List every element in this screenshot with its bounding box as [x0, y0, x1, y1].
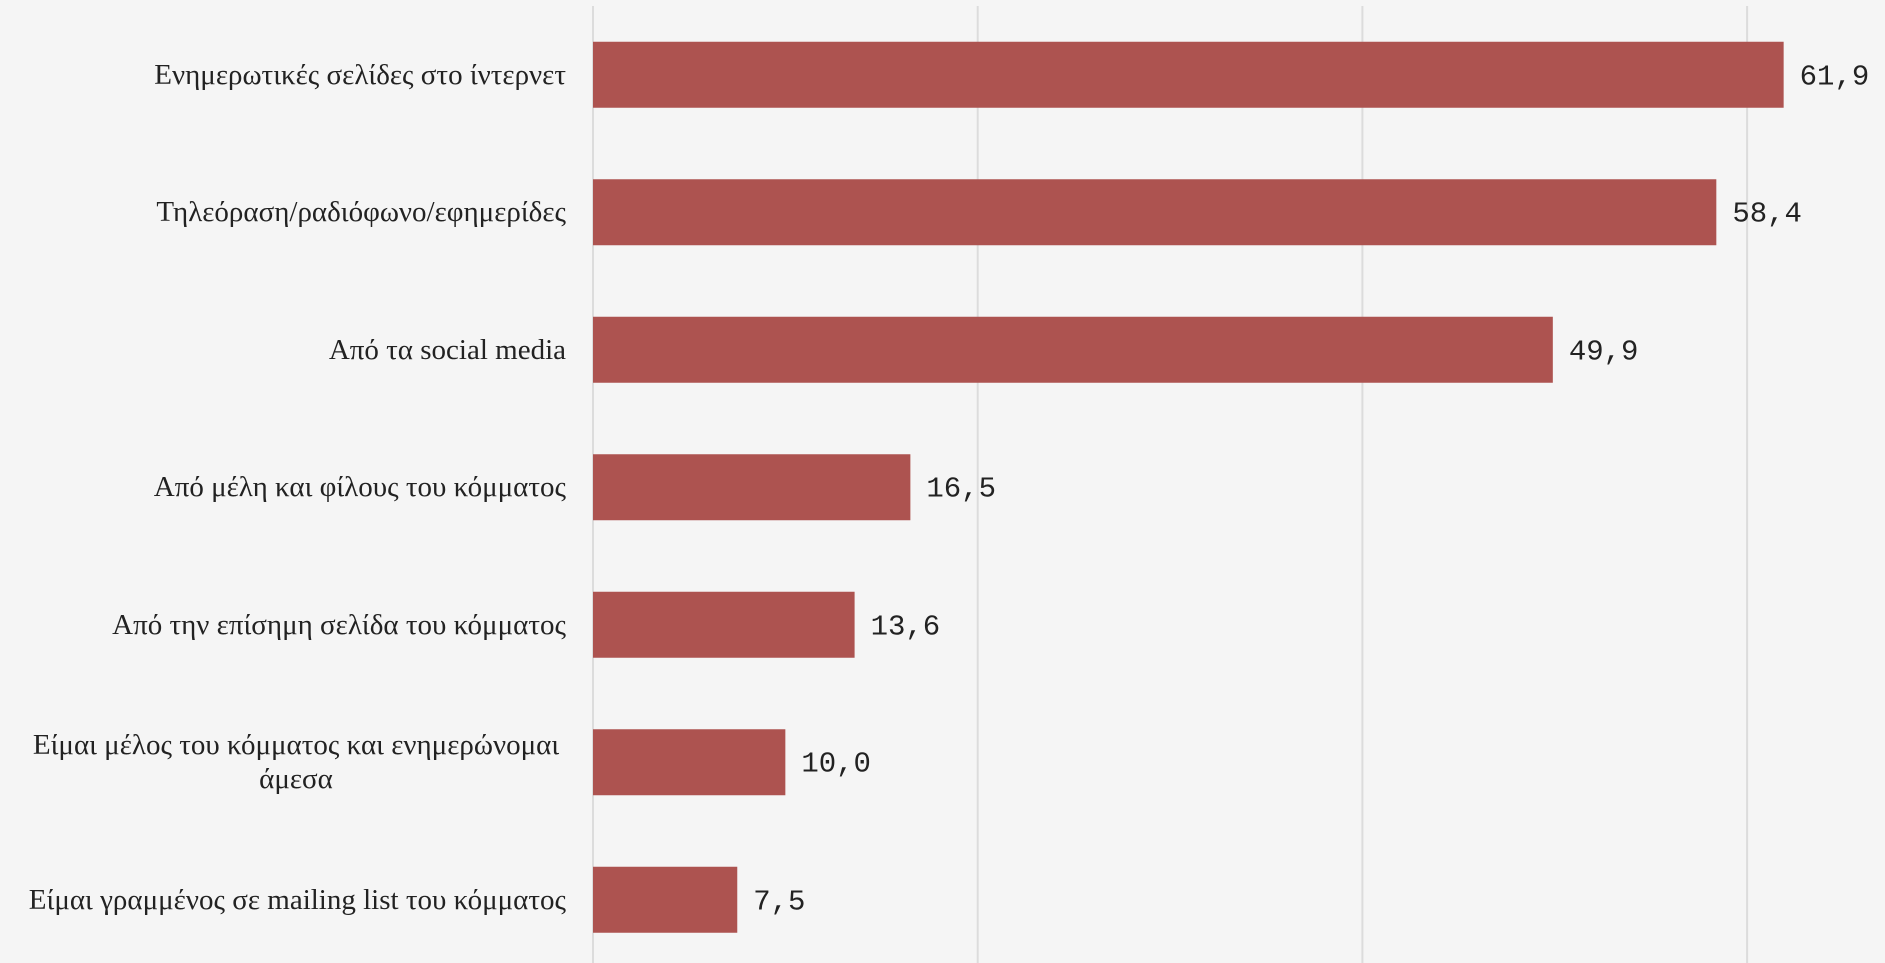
category-label: Από μέλη και φίλους του κόμματος: [26, 442, 566, 532]
bar: [593, 591, 855, 658]
value-label: 13,6: [870, 610, 941, 644]
category-label-text: Από μέλη και φίλους του κόμματος: [153, 471, 566, 504]
bar: [593, 729, 786, 796]
bar: [593, 316, 1553, 383]
category-label: Ενημερωτικές σελίδες στο ίντερνετ: [26, 30, 566, 120]
category-label-text: Ενημερωτικές σελίδες στο ίντερνετ: [154, 58, 566, 91]
category-label-text: Από τα social media: [328, 333, 566, 366]
bar: [593, 454, 911, 521]
bar: [593, 866, 738, 933]
category-label-text: Είμαι γραμμένος σε mailing list του κόμμ…: [28, 883, 566, 916]
value-label: 7,5: [753, 885, 806, 919]
value-label: 16,5: [926, 472, 996, 506]
category-label: Είμαι μέλος του κόμματος και ενημερώνομα…: [26, 717, 566, 807]
value-label: 49,9: [1568, 335, 1639, 369]
value-label: 61,9: [1799, 60, 1870, 94]
category-label-text: Τηλεόραση/ραδιόφωνο/εφημερίδες: [156, 196, 566, 229]
category-label: Τηλεόραση/ραδιόφωνο/εφημερίδες: [26, 167, 566, 257]
category-label: Από τα social media: [26, 305, 566, 395]
bar: [593, 41, 1784, 108]
category-label: Είμαι γραμμένος σε mailing list του κόμμ…: [26, 855, 566, 945]
category-label-text: Είμαι μέλος του κόμματος και ενημερώνομα…: [32, 729, 560, 796]
category-label-text: Από την επίσημη σελίδα του κόμματος: [112, 608, 566, 641]
value-label: 10,0: [801, 747, 871, 781]
bar: [593, 179, 1717, 246]
value-label: 58,4: [1732, 197, 1802, 231]
category-label: Από την επίσημη σελίδα του κόμματος: [26, 580, 566, 670]
